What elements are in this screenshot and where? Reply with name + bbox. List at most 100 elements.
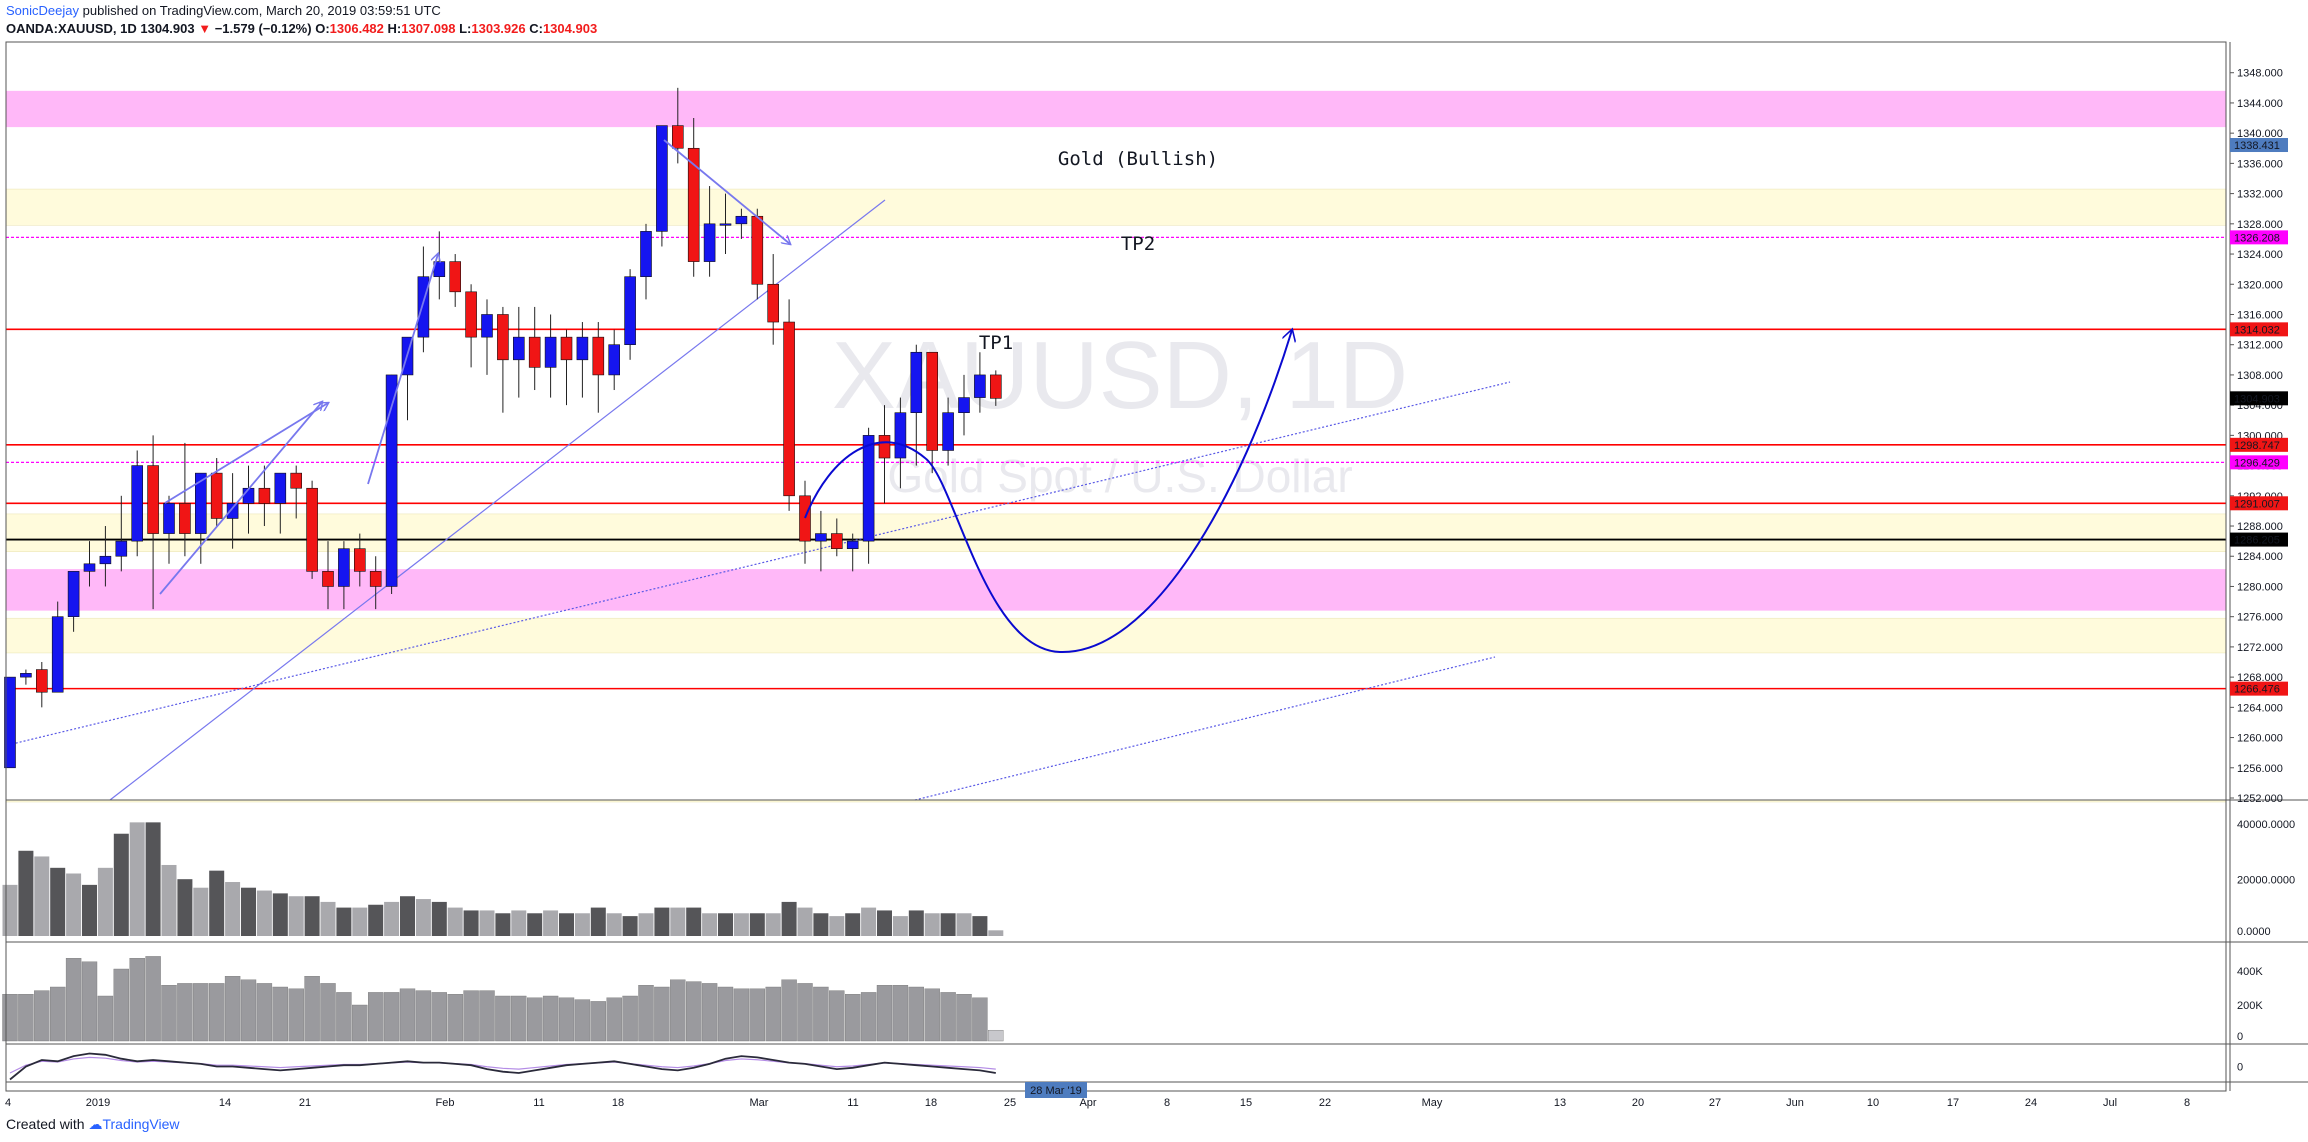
high-value: 1307.098	[401, 21, 456, 36]
candle-body	[799, 495, 811, 542]
volume-bar	[845, 913, 861, 936]
volume-bar-2	[288, 988, 304, 1042]
candle-body	[894, 412, 907, 459]
volume-bar	[272, 893, 288, 936]
last-price: 1304.903	[140, 21, 195, 36]
volume-bar-2	[733, 988, 750, 1042]
y-tick-label: 1272.000	[2237, 642, 2283, 654]
candle-body	[497, 314, 509, 361]
high-label: H:	[387, 21, 402, 36]
candles-layer	[4, 87, 1002, 769]
volume-bar	[463, 910, 479, 936]
candle-body	[369, 571, 382, 587]
price-label: 1291.007	[2234, 498, 2280, 510]
low-value: 1303.926	[471, 21, 526, 36]
price-label-bg	[2230, 322, 2288, 337]
volume-bar-2	[701, 983, 718, 1042]
volume-bar	[82, 884, 97, 936]
x-tick-label: 13	[1554, 1097, 1566, 1109]
symbol-label: OANDA:XAUUSD, 1D	[6, 21, 137, 36]
volume-bar	[733, 913, 749, 936]
candle-body	[671, 125, 684, 149]
candle-body	[544, 336, 557, 368]
volume-bar-2	[829, 990, 845, 1042]
candle-body	[179, 503, 191, 534]
volume-bar	[781, 901, 797, 936]
candle-body	[290, 472, 303, 489]
open-value: 1306.482	[329, 21, 384, 36]
volume-bar-2	[272, 986, 288, 1042]
volume-bar-2	[813, 986, 829, 1042]
volume-bar	[447, 907, 463, 936]
candle-body	[878, 435, 891, 459]
volume-bar-2	[447, 994, 463, 1042]
x-tick-label: Jun	[1786, 1097, 1804, 1109]
x-tick-label: 4	[5, 1097, 11, 1109]
price-label-bg	[2230, 532, 2288, 547]
tradingview-link[interactable]: TradingView	[102, 1116, 180, 1132]
candle-body	[592, 336, 605, 376]
volume-bar-2	[574, 999, 591, 1042]
volume-bar	[972, 916, 988, 936]
y-tick-label: 1332.000	[2237, 189, 2283, 201]
candle-body	[862, 435, 875, 542]
close-value: 1304.903	[542, 21, 598, 36]
volume-bar-2	[256, 983, 273, 1042]
candle-body	[274, 472, 287, 504]
volume-bar-2	[940, 992, 956, 1042]
candle-body	[640, 231, 652, 278]
volume-bar-2	[972, 997, 988, 1042]
x-tick-label: 8	[1164, 1097, 1170, 1109]
volume-bar-2	[495, 995, 511, 1042]
volume-bar	[225, 882, 241, 936]
y-tick-label: 1276.000	[2237, 612, 2283, 624]
x-tick-label: 20	[1632, 1097, 1644, 1109]
candle-body	[910, 351, 923, 413]
volume-bar-2	[129, 958, 145, 1042]
x-tick-label: Feb	[436, 1097, 455, 1109]
volume-bar	[479, 910, 495, 936]
volume-bar	[352, 907, 368, 936]
candle-body	[958, 397, 970, 413]
y-tick-label: 1264.000	[2237, 702, 2283, 714]
candle-body	[624, 276, 636, 345]
price-label-bg	[2230, 455, 2288, 470]
price-label: 1314.032	[2234, 324, 2280, 336]
author-link[interactable]: SonicDeejay	[6, 3, 79, 18]
ohlc-legend: OANDA:XAUUSD, 1D 1304.903 ▼ −1.579 (−0.1…	[6, 21, 597, 36]
volume-bar	[940, 913, 956, 936]
y-tick-label: 1284.000	[2237, 551, 2283, 563]
y-tick-label: 1348.000	[2237, 68, 2283, 80]
volume-bar	[686, 907, 702, 936]
volume-bar-2	[956, 994, 972, 1042]
volume-bar-2	[193, 983, 209, 1042]
candle-body	[926, 351, 939, 451]
candle-body	[417, 276, 430, 338]
candle-body	[4, 676, 16, 769]
volume-bar-2	[558, 997, 575, 1042]
volume-bar-2	[765, 986, 781, 1042]
x-tick-label: 10	[1867, 1097, 1879, 1109]
y-tick-label: 1312.000	[2237, 340, 2283, 352]
volume-bar-2	[2, 994, 18, 1042]
price-label: 1338.431	[2234, 140, 2280, 152]
candle-body	[512, 336, 525, 361]
volume-bar	[97, 867, 113, 936]
down-arrow-icon: ▼	[198, 21, 212, 36]
volume-bar	[892, 916, 908, 936]
volume-bar-2	[479, 990, 495, 1042]
price-label-bg	[2230, 496, 2288, 511]
volume-bar-2	[527, 997, 543, 1042]
zone-1	[5, 188, 2227, 226]
volume-bar	[256, 890, 272, 936]
volume-bar-2	[415, 990, 432, 1042]
volume-bar	[908, 910, 924, 936]
y-tick-label: 1320.000	[2237, 279, 2283, 291]
low-label: L:	[459, 21, 472, 36]
volume-bar-2	[304, 976, 320, 1042]
volume-bar-2	[81, 961, 98, 1042]
candle-body	[783, 321, 795, 497]
volume-bar-2	[654, 986, 670, 1042]
volume2-axis-label: 200K	[2237, 1000, 2263, 1012]
